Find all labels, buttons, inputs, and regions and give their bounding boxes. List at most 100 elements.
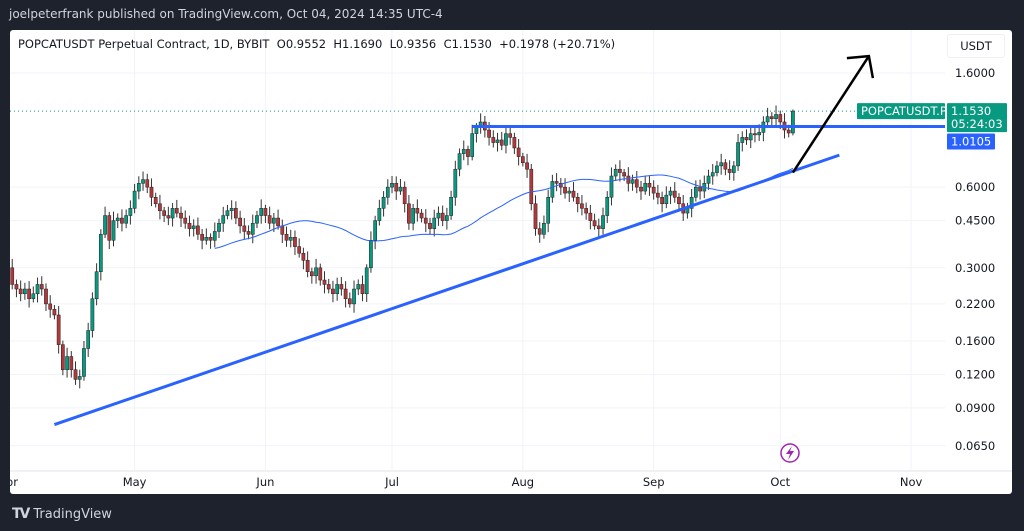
candle — [596, 218, 601, 238]
candle — [166, 206, 171, 226]
candle-body-down — [769, 116, 774, 119]
candle-body-up — [436, 212, 441, 219]
candle-body-up — [398, 186, 403, 192]
candle — [73, 361, 78, 385]
candle — [584, 202, 588, 220]
candle-body-down — [592, 220, 597, 227]
candle — [369, 231, 373, 273]
candle — [504, 127, 508, 154]
candle-body-down — [533, 203, 538, 229]
candle — [14, 279, 19, 298]
candle — [377, 199, 382, 226]
candle-body-down — [423, 217, 428, 224]
candle — [187, 215, 192, 237]
candle — [740, 131, 745, 152]
candle — [124, 209, 129, 229]
candle-body-down — [52, 309, 57, 316]
candle-body-up — [314, 267, 318, 277]
symbol-price-label[interactable]: POPCATUSDT.P — [857, 103, 947, 120]
arrow-head — [846, 54, 875, 79]
candle-body-up — [668, 190, 673, 196]
candle — [39, 276, 44, 296]
candle — [280, 219, 285, 243]
candle — [27, 281, 31, 308]
candle — [284, 226, 289, 247]
candle-body-up — [335, 284, 340, 295]
legend-low: L0.9356 — [389, 37, 437, 51]
candle-body-down — [27, 288, 31, 299]
candle-body-up — [23, 288, 27, 295]
candle-body-down — [419, 212, 424, 219]
candle — [491, 130, 496, 148]
candle-body-down — [73, 369, 78, 380]
candle-body-down — [158, 203, 162, 211]
candle — [647, 175, 652, 196]
candle — [634, 171, 639, 194]
price-chart[interactable]: 1.6000 0.6000 0.4500 0.3000 0.2200 0.1600 0.12… — [10, 30, 1012, 494]
time-tick-label: Nov — [900, 475, 923, 489]
price-tick-label: 0.1600 — [955, 334, 995, 348]
candle — [360, 275, 365, 302]
candle — [719, 153, 724, 175]
candle — [753, 126, 757, 143]
candle — [128, 200, 133, 225]
lightning-icon — [780, 443, 800, 463]
candle — [428, 217, 432, 235]
candle-body-down — [200, 234, 204, 241]
candle — [136, 176, 141, 200]
candle — [668, 186, 673, 205]
candle — [394, 176, 399, 200]
candle-body-down — [512, 137, 517, 149]
candle — [179, 206, 183, 227]
candle-body-down — [343, 288, 348, 299]
candle-body-up — [250, 222, 255, 235]
candle — [297, 238, 302, 258]
candle — [516, 139, 521, 166]
candle-body-up — [98, 234, 103, 272]
candle-body-up — [352, 288, 356, 305]
candle-body-up — [748, 133, 753, 141]
candle — [791, 109, 795, 136]
candle — [225, 204, 230, 220]
candle-body-down — [634, 179, 639, 188]
candle — [554, 173, 559, 192]
candle-body-up — [449, 197, 453, 216]
currency-unit-button[interactable]: USDT — [947, 34, 1005, 58]
candle-body-down — [309, 271, 314, 277]
candle-body-up — [377, 208, 382, 221]
last-price-badge-text: 1.1530 — [951, 104, 991, 118]
candle — [18, 280, 23, 302]
candle — [196, 217, 200, 240]
tradingview-logo: TV — [12, 506, 30, 522]
candle-body-up — [694, 186, 698, 198]
candle — [48, 295, 53, 318]
candle — [685, 202, 690, 219]
candle-body-up — [255, 215, 259, 224]
candle-body-down — [402, 186, 407, 205]
candle-body-down — [293, 237, 297, 247]
candle-body-down — [69, 356, 74, 370]
candle — [250, 214, 255, 244]
candle-body-up — [736, 142, 740, 167]
level-price-badge[interactable]: 1.0105 — [947, 133, 995, 150]
candle — [381, 191, 386, 217]
chart-pane[interactable]: 1.6000 0.6000 0.4500 0.3000 0.2200 0.1600 0.12… — [10, 30, 1012, 494]
candle — [445, 207, 449, 230]
candle-body-up — [689, 197, 694, 209]
time-tick-label: Oct — [770, 475, 790, 489]
candle-body-down — [466, 149, 470, 157]
candle — [115, 213, 120, 229]
candle-body-up — [115, 217, 120, 221]
candle — [694, 180, 698, 202]
candle-body-up — [31, 293, 36, 299]
ohlc-legend: POPCATUSDT Perpetual Contract, 1D, BYBIT… — [18, 37, 615, 51]
arrow-line — [791, 55, 870, 174]
candle-body-down — [554, 181, 559, 184]
candle-body-down — [39, 284, 44, 290]
candle — [457, 148, 462, 177]
candle-body-up — [601, 215, 605, 229]
candle-body-up — [128, 208, 133, 216]
candle-body-down — [149, 186, 154, 198]
symbol-title[interactable]: POPCATUSDT Perpetual Contract, 1D, BYBIT — [18, 37, 270, 51]
